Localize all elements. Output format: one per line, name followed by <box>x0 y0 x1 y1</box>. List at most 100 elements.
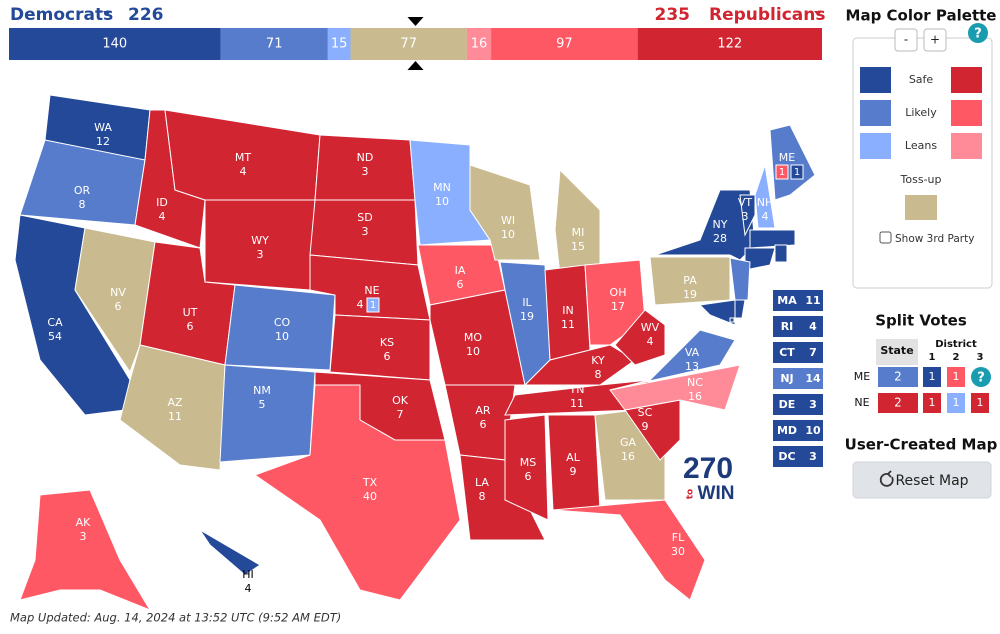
state-abbr: HI <box>242 568 254 581</box>
state-abbr: NH <box>757 196 774 209</box>
state[interactable] <box>769 124 816 201</box>
state[interactable] <box>609 364 741 411</box>
small-state-box[interactable] <box>773 290 823 311</box>
split-district-box[interactable] <box>923 367 941 387</box>
state-abbr: SD <box>357 211 372 224</box>
palette-swatch[interactable] <box>951 67 982 93</box>
state[interactable] <box>754 164 776 229</box>
small-state-box[interactable] <box>773 342 823 363</box>
state-abbr: AK <box>76 516 92 529</box>
split-votes-title: Split Votes <box>875 312 967 330</box>
district-box[interactable] <box>366 297 380 313</box>
state[interactable] <box>504 414 549 521</box>
split-district-box[interactable] <box>923 393 941 413</box>
zoom-button-label: - <box>904 33 908 47</box>
split-district-box[interactable] <box>947 393 965 413</box>
bar-label: 71 <box>266 37 283 52</box>
zoom-button[interactable] <box>923 28 947 52</box>
state-ev: 12 <box>96 135 110 148</box>
state-abbr: NC <box>687 376 703 389</box>
bar-label: 15 <box>331 37 348 52</box>
split-district-box[interactable] <box>947 367 965 387</box>
state-abbr: ND <box>357 151 374 164</box>
state-abbr: TN <box>569 383 585 396</box>
state-abbr: VT <box>738 196 753 209</box>
state-ev: 19 <box>520 310 534 323</box>
help-icon[interactable] <box>968 23 988 43</box>
split-district-ev: 1 <box>953 396 960 409</box>
dem-label: Democrats <box>10 5 113 25</box>
bar-label: 140 <box>102 37 127 52</box>
state-abbr: KY <box>591 354 605 367</box>
state[interactable] <box>614 309 666 366</box>
palette-swatch[interactable] <box>951 133 982 159</box>
logo-to: to <box>686 489 696 500</box>
state-abbr: WI <box>501 214 515 227</box>
state[interactable] <box>554 168 601 276</box>
state-abbr: WY <box>251 234 269 247</box>
bar-segment <box>491 28 638 60</box>
state-ev: 3 <box>742 210 749 223</box>
small-state[interactable] <box>734 299 746 319</box>
small-state-box[interactable] <box>773 446 823 467</box>
split-state-box[interactable] <box>878 393 918 413</box>
small-state-box[interactable] <box>773 394 823 415</box>
state-ev: 16 <box>688 390 702 403</box>
small-state[interactable] <box>698 299 736 326</box>
split-state-box[interactable] <box>878 367 918 387</box>
small-state-box[interactable] <box>773 420 823 441</box>
state-abbr: ID <box>156 196 168 209</box>
split-state-ev: 2 <box>894 396 902 410</box>
zoom-button[interactable] <box>894 28 918 52</box>
palette-swatch[interactable] <box>860 67 891 93</box>
dem-caret[interactable] <box>103 11 111 16</box>
state-abbr: SC <box>638 406 653 419</box>
small-state[interactable] <box>729 317 735 323</box>
reset-button[interactable] <box>852 461 992 499</box>
small-state[interactable] <box>774 244 788 263</box>
palette-swatch[interactable] <box>951 100 982 126</box>
state[interactable] <box>19 489 152 612</box>
state[interactable] <box>469 164 541 261</box>
state-ev: 2 <box>766 165 773 178</box>
split-district-box[interactable] <box>971 393 989 413</box>
state[interactable] <box>459 454 546 541</box>
split-help-icon[interactable] <box>971 367 991 387</box>
small-state-box[interactable] <box>773 368 823 389</box>
small-state-abbr: MD <box>777 424 797 437</box>
state-abbr: IA <box>455 264 466 277</box>
palette-swatch[interactable] <box>905 195 937 220</box>
district-box[interactable] <box>775 164 789 180</box>
state[interactable] <box>739 194 756 237</box>
palette-swatch[interactable] <box>860 133 891 159</box>
state[interactable] <box>649 256 731 306</box>
palette-swatch[interactable] <box>860 100 891 126</box>
state[interactable] <box>253 384 461 601</box>
district-number: 1 <box>929 352 936 363</box>
state-abbr: CA <box>47 316 63 329</box>
state-abbr: IN <box>562 304 573 317</box>
state-ev: 4 <box>357 298 364 311</box>
district-number: 2 <box>953 352 960 363</box>
zoom-button-label: + <box>930 33 940 47</box>
state-ev: 9 <box>642 420 649 433</box>
rep-caret[interactable] <box>814 11 822 16</box>
state[interactable] <box>609 329 736 391</box>
state[interactable] <box>74 227 156 374</box>
state[interactable] <box>199 529 261 576</box>
small-state[interactable] <box>749 229 796 249</box>
state[interactable] <box>219 364 316 463</box>
majority-marker-bottom <box>407 61 424 70</box>
state-abbr: NV <box>110 286 126 299</box>
district-box[interactable] <box>790 164 804 180</box>
district-number: 3 <box>977 352 984 363</box>
state-abbr: IL <box>522 296 532 309</box>
small-state-abbr: NJ <box>780 372 793 385</box>
small-state-box[interactable] <box>773 316 823 337</box>
third-party-checkbox[interactable] <box>879 231 892 244</box>
district-header: District <box>935 339 977 350</box>
state-ev: 4 <box>245 582 252 595</box>
small-state[interactable] <box>729 257 751 301</box>
state[interactable] <box>552 499 706 601</box>
